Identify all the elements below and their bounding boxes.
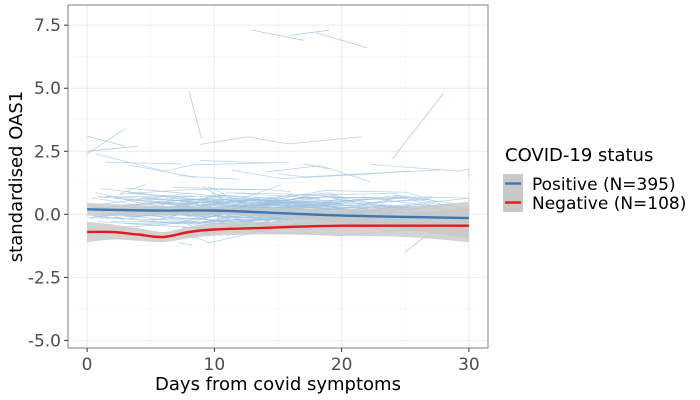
individual-trajectory: [105, 161, 181, 165]
y-tick-label: 7.5: [34, 16, 61, 36]
individual-trajectory: [265, 165, 370, 182]
individual-trajectory: [119, 188, 291, 195]
individual-trajectory: [332, 199, 430, 206]
individual-trajectory: [188, 90, 202, 139]
individual-trajectory: [343, 197, 435, 207]
y-tick-label: 5.0: [34, 79, 61, 99]
individual-trajectory: [221, 197, 309, 208]
individual-trajectory: [99, 187, 147, 195]
individual-trajectory: [98, 221, 199, 229]
individual-trajectory: [322, 195, 385, 210]
legend: COVID-19 status Positive (N=395)Negative…: [503, 145, 686, 214]
individual-trajectory: [149, 218, 231, 225]
individual-trajectory: [130, 222, 212, 225]
individual-trajectory: [370, 164, 470, 179]
legend-label: Positive (N=395): [532, 175, 676, 195]
series-line-negative: [87, 224, 469, 239]
individual-trajectory: [177, 242, 193, 246]
y-tick-label: -2.5: [28, 268, 61, 288]
grid-layer: [68, 5, 488, 348]
y-tick-label: 0.0: [34, 205, 61, 225]
individual-trajectory: [352, 197, 408, 200]
individual-trajectory: [96, 196, 192, 205]
legend-items: Positive (N=395)Negative (N=108): [503, 174, 686, 214]
individual-trajectory: [232, 197, 339, 204]
individual-trajectory: [158, 197, 223, 203]
individual-trajectory: [86, 128, 126, 155]
individual-trajectory: [242, 184, 282, 199]
legend-label: Negative (N=108): [532, 194, 686, 214]
individual-trajectory: [303, 163, 329, 170]
x-tick-label: 30: [458, 355, 480, 375]
individual-trajectory: [171, 186, 257, 191]
legend-title: COVID-19 status: [505, 145, 653, 166]
series-line-positive: [87, 208, 469, 220]
individual-trajectory: [252, 29, 304, 41]
panel-border: [67, 4, 489, 349]
individual-trajectory: [128, 164, 197, 178]
x-tick-label: 20: [331, 355, 353, 375]
individual-trajectory: [90, 192, 190, 206]
y-tick-label: 2.5: [34, 142, 61, 162]
x-axis-title: Days from covid symptoms: [155, 374, 401, 395]
individual-trajectory: [380, 195, 456, 205]
y-tick-label: -5.0: [28, 331, 61, 351]
individual-trajectory: [124, 187, 216, 197]
x-tick-label: 0: [82, 355, 93, 375]
x-tick-label: 10: [204, 355, 226, 375]
individual-trajectory: [126, 197, 320, 222]
individual-trajectory: [392, 93, 444, 160]
individual-trajectory: [227, 197, 434, 207]
individual-trajectory: [211, 192, 227, 197]
individual-trajectory: [231, 169, 410, 180]
individual-trajectory: [200, 136, 362, 145]
individual-trajectory: [388, 194, 470, 207]
axis-ticks: 0 10 20 30 -5.0 -2.5 0.0 2.5 5.0 7.5: [28, 16, 480, 375]
individual-trajectory: [99, 217, 181, 221]
individual-trajectory: [278, 169, 441, 178]
individual-trajectory: [192, 213, 241, 226]
individual-trajectory: [200, 160, 269, 164]
individual-trajectory: [87, 145, 139, 152]
individual-trajectory: [307, 201, 353, 209]
series-lines: [87, 208, 469, 239]
y-axis-title: standardised OAS1: [6, 91, 27, 262]
individual-trajectory: [316, 32, 368, 49]
individual-trajectory: [290, 29, 329, 36]
individual-trajectory: [93, 215, 270, 224]
individual-trajectory: [266, 190, 438, 203]
